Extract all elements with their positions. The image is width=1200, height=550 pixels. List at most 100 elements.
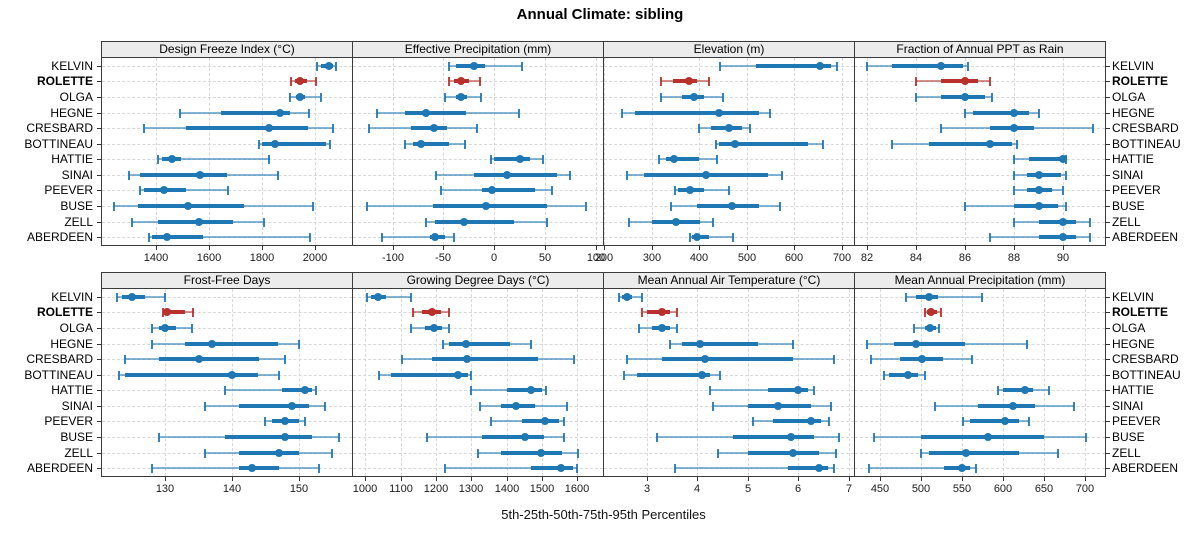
row-gridline [604, 421, 854, 422]
whisker-cap [792, 340, 794, 349]
series-label-left: PEEVER [44, 183, 93, 197]
panel-3: Elevation (m) [603, 41, 855, 246]
whisker-cap [1065, 202, 1067, 211]
row-tick-left [97, 468, 101, 469]
axis-tick-label: 1400 [143, 252, 169, 264]
axis-tick-label: 700 [832, 252, 852, 264]
median-dot [774, 402, 782, 410]
interquartile-bar [435, 220, 514, 224]
whisker-cap [716, 155, 718, 164]
row-tick-right [1106, 297, 1110, 298]
whisker-cap [518, 109, 520, 118]
interquartile-bar [666, 157, 699, 161]
whisker-cap [712, 218, 714, 227]
whisker-line [152, 467, 319, 469]
axis-tick-label: 1200 [423, 483, 449, 495]
series-label-left: ROLETTE [37, 74, 93, 88]
axis-tick-mark [471, 477, 472, 481]
whisker-cap [366, 293, 368, 302]
row-tick-right [1106, 390, 1110, 391]
whisker-cap [490, 155, 492, 164]
series-label-left: KELVIN [51, 290, 93, 304]
median-dot [1059, 218, 1067, 226]
series-label-left: HATTIE [51, 152, 93, 166]
median-dot [937, 62, 945, 70]
axis-tick-mark [1014, 246, 1015, 250]
whisker-cap [308, 109, 310, 118]
whisker-cap [962, 417, 964, 426]
row-gridline [353, 375, 603, 376]
panel-strip-title: Mean Annual Air Temperature (°C) [604, 273, 854, 289]
whisker-cap [779, 202, 781, 211]
whisker-cap [204, 449, 206, 458]
whisker-cap [905, 293, 907, 302]
interquartile-bar [239, 451, 299, 455]
row-gridline [855, 159, 1105, 160]
vertical-gridline [604, 58, 605, 245]
series-label-right: SINAI [1112, 168, 1144, 182]
whisker-cap [964, 109, 966, 118]
whisker-cap [920, 449, 922, 458]
whisker-cap [1026, 340, 1028, 349]
median-dot [163, 308, 171, 316]
whisker-line [906, 296, 982, 298]
median-dot [428, 308, 436, 316]
row-gridline [353, 421, 603, 422]
whisker-cap [448, 77, 450, 86]
interquartile-bar [941, 79, 978, 83]
whisker-cap [964, 202, 966, 211]
axis-tick-mark [921, 477, 922, 481]
whisker-cap [191, 324, 193, 333]
row-tick-left [97, 312, 101, 313]
median-dot [731, 140, 739, 148]
axis-tick-label: 200 [594, 252, 614, 264]
median-dot [686, 186, 694, 194]
axis-tick-label: 1600 [196, 252, 222, 264]
whisker-cap [749, 124, 751, 133]
whisker-cap [316, 62, 318, 71]
whisker-cap [151, 340, 153, 349]
panel-strip-title: Growing Degree Days (°C) [353, 273, 603, 289]
whisker-cap [1048, 386, 1050, 395]
row-gridline [604, 222, 854, 223]
row-gridline [102, 421, 352, 422]
interquartile-bar [482, 188, 535, 192]
whisker-cap [442, 340, 444, 349]
axis-tick-mark [365, 477, 366, 481]
axis-tick-mark [436, 477, 437, 481]
median-dot [271, 140, 279, 148]
median-dot [488, 186, 496, 194]
whisker-cap [143, 124, 145, 133]
whisker-cap [709, 386, 711, 395]
vertical-gridline [1063, 58, 1064, 245]
whisker-cap [883, 371, 885, 380]
whisker-cap [264, 417, 266, 426]
interquartile-bar [635, 111, 759, 115]
row-gridline [102, 81, 352, 82]
median-dot [195, 355, 203, 363]
panel-plot [855, 289, 1105, 476]
series-label-right: BUSE [1112, 430, 1145, 444]
whisker-cap [315, 386, 317, 395]
whisker-cap [715, 140, 717, 149]
axis-tick-mark [507, 477, 508, 481]
whisker-cap [448, 324, 450, 333]
whisker-cap [717, 449, 719, 458]
vertical-gridline [652, 58, 653, 245]
interquartile-bar [773, 419, 821, 423]
whisker-cap [546, 218, 548, 227]
whisker-cap [924, 308, 926, 317]
median-dot [184, 202, 192, 210]
median-dot [918, 355, 926, 363]
whisker-cap [148, 233, 150, 242]
series-label-left: HEGNE [50, 337, 93, 351]
median-dot [623, 293, 631, 301]
row-gridline [855, 312, 1105, 313]
vertical-gridline [542, 289, 543, 476]
whisker-line [445, 467, 577, 469]
row-gridline [102, 297, 352, 298]
axis-tick-mark [542, 477, 543, 481]
whisker-cap [338, 433, 340, 442]
row-gridline [855, 359, 1105, 360]
median-dot [670, 155, 678, 163]
